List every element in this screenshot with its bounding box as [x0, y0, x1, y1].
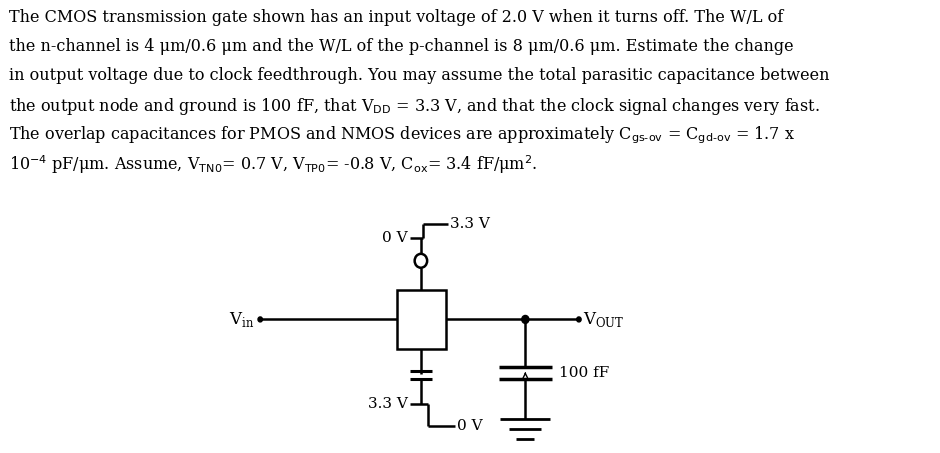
Text: 100 fF: 100 fF: [559, 366, 609, 380]
Text: V$_{\mathregular{in}}$: V$_{\mathregular{in}}$: [228, 310, 254, 329]
Text: 10$^{-4}$ pF/μm. Assume, V$_{\mathrm{TN0}}$= 0.7 V, V$_{\mathrm{TP0}}$= -0.8 V, : 10$^{-4}$ pF/μm. Assume, V$_{\mathrm{TN0…: [8, 154, 537, 176]
Text: the output node and ground is 100 fF, that V$_{\mathrm{DD}}$ = 3.3 V, and that t: the output node and ground is 100 fF, th…: [8, 96, 820, 117]
Text: 0 V: 0 V: [382, 231, 408, 245]
Text: 3.3 V: 3.3 V: [368, 397, 408, 411]
Circle shape: [522, 315, 529, 323]
Text: The overlap capacitances for PMOS and NMOS devices are approximately C$_{\mathrm: The overlap capacitances for PMOS and NM…: [8, 125, 794, 146]
Circle shape: [258, 317, 262, 322]
Text: the n-channel is 4 μm/0.6 μm and the W/L of the p-channel is 8 μm/0.6 μm. Estima: the n-channel is 4 μm/0.6 μm and the W/L…: [8, 38, 793, 55]
Text: in output voltage due to clock feedthrough. You may assume the total parasitic c: in output voltage due to clock feedthrou…: [8, 67, 829, 84]
Text: The CMOS transmission gate shown has an input voltage of 2.0 V when it turns off: The CMOS transmission gate shown has an …: [8, 10, 783, 26]
Text: V$_{\mathregular{OUT}}$: V$_{\mathregular{OUT}}$: [584, 310, 625, 329]
Text: 3.3 V: 3.3 V: [450, 217, 491, 231]
Text: 0 V: 0 V: [458, 419, 483, 433]
Bar: [397, 289, 446, 349]
Circle shape: [576, 317, 581, 322]
